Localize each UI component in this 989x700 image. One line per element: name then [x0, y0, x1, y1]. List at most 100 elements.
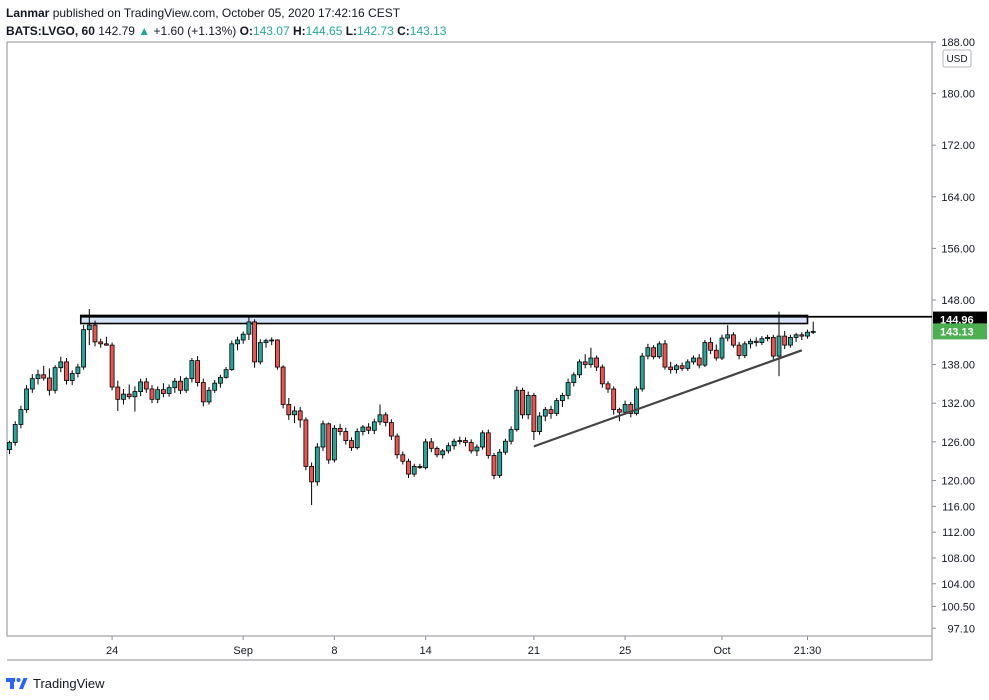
candle: [445, 442, 451, 454]
candle: [292, 406, 297, 424]
time-tick-label: 8: [331, 645, 337, 657]
candle-body: [29, 378, 35, 390]
candle-body: [662, 343, 668, 368]
author-name[interactable]: Lanmar: [6, 6, 50, 20]
candle-body: [143, 381, 149, 390]
currency-box[interactable]: USD: [942, 49, 972, 68]
candle: [622, 400, 628, 415]
candle-body: [588, 357, 594, 365]
candle-body: [748, 340, 753, 345]
candle-body: [406, 460, 411, 475]
candle-body: [274, 339, 280, 368]
candle-body: [674, 365, 679, 371]
candle-body: [440, 450, 446, 456]
candle: [560, 392, 565, 408]
candle-body: [788, 336, 793, 346]
candle: [753, 337, 759, 347]
candle-body: [411, 465, 417, 475]
candle-body: [617, 409, 622, 413]
candle-body: [685, 361, 691, 369]
candle: [126, 384, 132, 400]
tradingview-logo-icon[interactable]: [6, 674, 28, 692]
symbol-name[interactable]: BATS:LVGO, 60: [6, 24, 95, 38]
candle-body: [725, 334, 731, 339]
price-marker-last: 143.13: [933, 323, 987, 340]
candle-body: [75, 366, 81, 374]
candle: [274, 339, 280, 370]
candle-body: [560, 395, 565, 401]
candle-body: [98, 341, 104, 345]
candle: [696, 354, 702, 369]
candle-body: [497, 451, 503, 476]
candle: [651, 345, 656, 360]
footer-brand[interactable]: TradingView: [33, 675, 105, 691]
price-axis[interactable]: 188.00 180.00 172.00 164.00 156.00 148.00 138.…: [932, 37, 975, 635]
candle-body: [679, 365, 685, 369]
candle: [24, 385, 30, 413]
candle: [810, 321, 816, 334]
candle: [206, 387, 212, 405]
candle-body: [571, 374, 577, 383]
candle: [799, 332, 805, 340]
open-label: O:: [239, 24, 253, 38]
candle: [451, 438, 457, 450]
candle-body: [731, 334, 736, 346]
candle: [713, 344, 719, 361]
candle: [35, 369, 41, 385]
ascending-trendline: [533, 349, 803, 448]
close-value: 143.13: [409, 24, 447, 38]
candle-body: [463, 440, 468, 443]
candle-body: [269, 339, 275, 342]
candle-body: [223, 369, 229, 378]
candle: [75, 363, 81, 378]
trendline[interactable]: [533, 349, 803, 448]
candle: [160, 383, 166, 398]
candle-body: [52, 367, 58, 391]
candlestick-chart[interactable]: 188.00 180.00 172.00 164.00 156.00 148.00 138.…: [0, 0, 989, 668]
candle: [719, 334, 725, 360]
resistance-zone[interactable]: [79, 314, 932, 325]
candle: [132, 386, 138, 412]
price-tick-label: 156.00: [941, 243, 975, 255]
candle: [155, 386, 161, 404]
candle-body: [292, 410, 297, 416]
candle-body: [656, 343, 662, 358]
candle: [793, 332, 799, 342]
candle-body: [805, 331, 810, 337]
candle-body: [303, 419, 309, 467]
candle: [354, 428, 360, 450]
candle-body: [423, 441, 429, 469]
candle-body: [491, 455, 497, 476]
time-axis[interactable]: 24 Sep 8 14 21 25 Oct 21:30: [106, 636, 821, 657]
candle-body: [388, 422, 394, 437]
candle: [480, 430, 486, 450]
candle: [371, 418, 377, 435]
candle-body: [371, 421, 377, 431]
candle-body: [240, 333, 246, 341]
candle: [742, 341, 748, 359]
candle-body: [417, 465, 423, 469]
open-value: 143.07: [252, 24, 290, 38]
candle: [178, 376, 183, 395]
candle: [423, 438, 429, 470]
candle: [525, 391, 531, 420]
candle-body: [668, 366, 674, 371]
candle: [121, 388, 126, 405]
candle-body: [206, 389, 212, 403]
price-change: +1.60 (+1.13%): [153, 24, 237, 38]
price-tick-label: 148.00: [941, 295, 975, 307]
price-tick-label: 126.00: [941, 437, 975, 449]
time-tick-label: Oct: [713, 645, 730, 657]
candle-body: [58, 361, 64, 369]
candle: [400, 451, 406, 465]
candle: [138, 378, 144, 397]
candle: [314, 443, 320, 486]
candle-body: [502, 440, 508, 453]
candle: [440, 448, 446, 459]
last-price: 142.79: [98, 24, 135, 38]
candle: [577, 359, 582, 379]
candle: [554, 398, 560, 417]
candle: [86, 309, 92, 346]
candle: [69, 370, 75, 386]
candle: [468, 439, 474, 454]
